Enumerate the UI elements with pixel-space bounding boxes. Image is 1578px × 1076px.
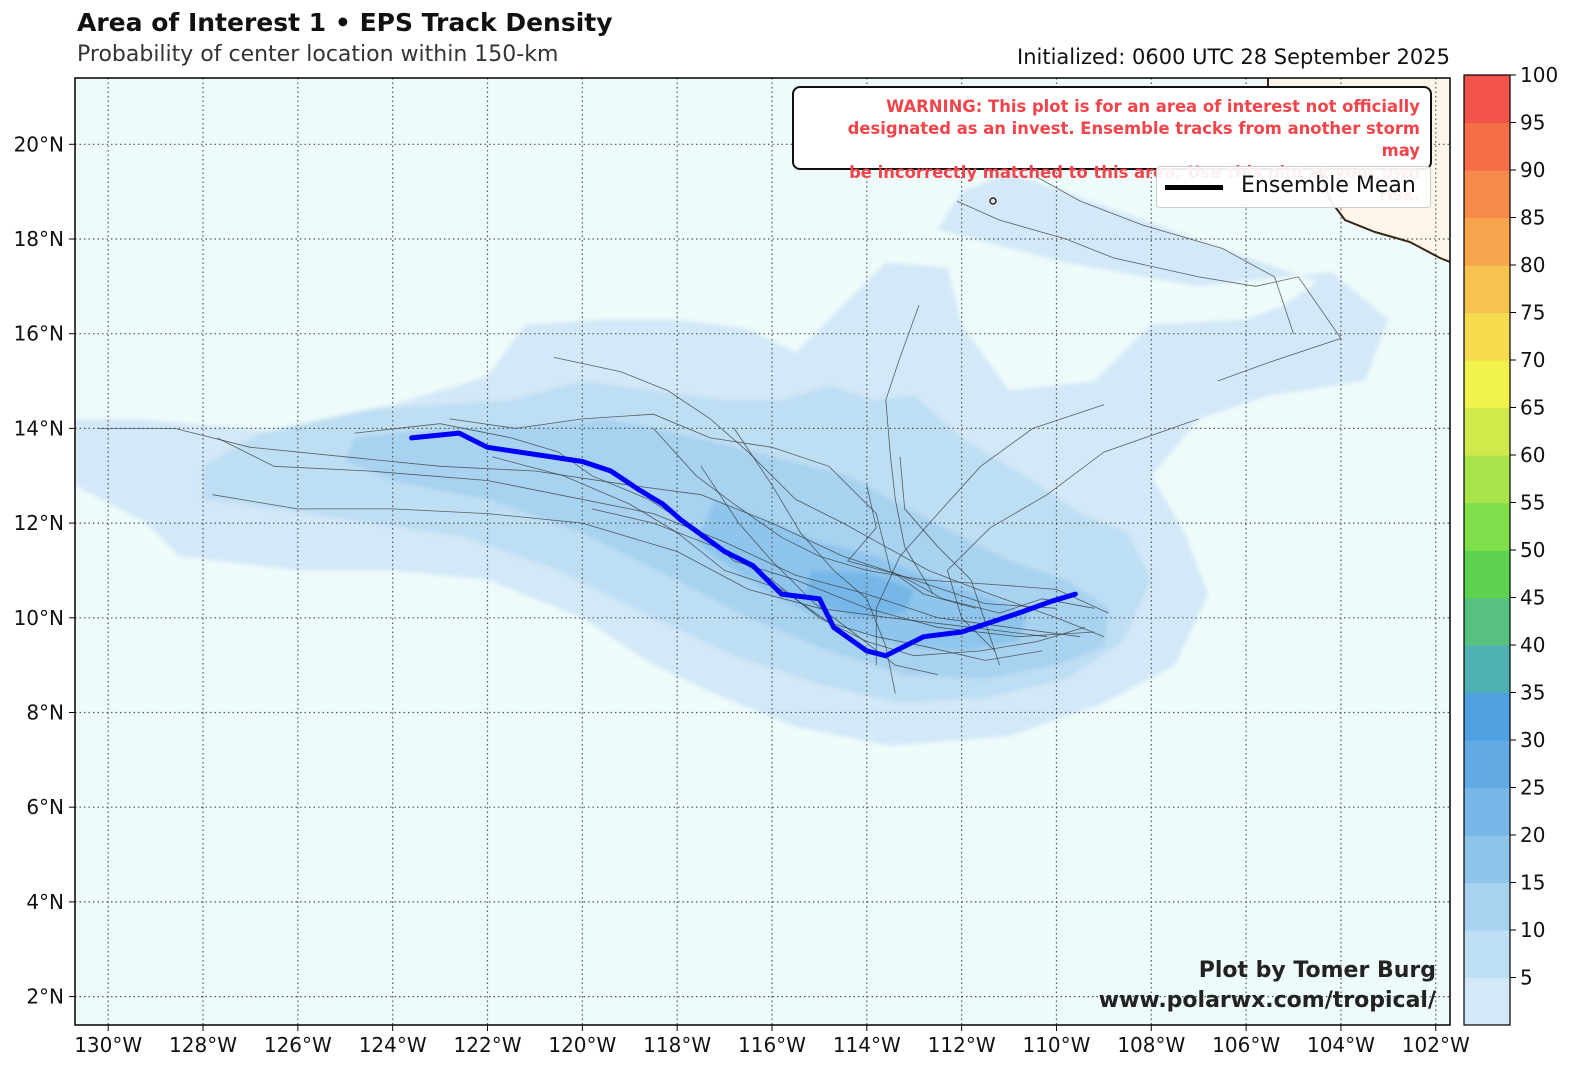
colorbar-segment xyxy=(1464,977,1510,1026)
colorbar-segment xyxy=(1464,930,1510,979)
colorbar-segment xyxy=(1464,787,1510,836)
colorbar-segment xyxy=(1464,75,1510,124)
lat-tick-label: 10°N xyxy=(14,606,64,630)
lat-tick-labels: 2°N 4°N 6°N 8°N 10°N 12°N 14°N 16°N 18°N 20°N xyxy=(14,132,75,1009)
member-track-14 xyxy=(956,200,1342,382)
colorbar-segment xyxy=(1464,740,1510,789)
lat-tick-label: 2°N xyxy=(26,985,64,1009)
lon-tick-label: 130°W xyxy=(74,1033,142,1057)
colorbar-tick-label: 75 xyxy=(1520,301,1545,325)
colorbar-tick-label: 30 xyxy=(1520,728,1545,752)
lon-tick-label: 110°W xyxy=(1022,1033,1090,1057)
lon-tick-label: 120°W xyxy=(548,1033,616,1057)
lon-tick-label: 126°W xyxy=(264,1033,332,1057)
lon-tick-label: 116°W xyxy=(738,1033,806,1057)
colorbar-segment xyxy=(1464,170,1510,219)
colorbar-segment xyxy=(1464,502,1510,551)
warning-box: WARNING: This plot is for an area of int… xyxy=(792,86,1432,204)
lon-tick-label: 112°W xyxy=(928,1033,996,1057)
colorbar-tick-label: 40 xyxy=(1520,633,1545,657)
warning-line-1: WARNING: This plot is for an area of int… xyxy=(886,97,1420,116)
member-track-6 xyxy=(492,456,1043,661)
colorbar-segment xyxy=(1464,217,1510,266)
chart-subtitle: Probability of center location within 15… xyxy=(77,42,559,67)
island-clarion xyxy=(989,197,997,205)
colorbar-segment xyxy=(1464,645,1510,694)
colorbar-tick-label: 70 xyxy=(1520,348,1545,372)
colorbar-tick-label: 65 xyxy=(1520,396,1545,420)
colorbar-segment xyxy=(1464,407,1510,456)
colorbar-segment xyxy=(1464,312,1510,361)
colorbar-segment xyxy=(1464,882,1510,931)
colorbar-segment xyxy=(1464,835,1510,884)
lon-tick-label: 122°W xyxy=(454,1033,522,1057)
lat-tick-label: 20°N xyxy=(14,132,64,156)
member-track-15 xyxy=(875,404,1105,666)
member-track-12 xyxy=(885,305,934,595)
chart-title: Area of Interest 1 • EPS Track Density xyxy=(77,8,613,37)
colorbar-segment xyxy=(1464,455,1510,504)
density-level-25 xyxy=(805,570,915,618)
lat-tick-label: 4°N xyxy=(26,890,64,914)
lon-tick-label: 108°W xyxy=(1117,1033,1185,1057)
lon-tick-label: 106°W xyxy=(1212,1033,1280,1057)
gridlines xyxy=(75,78,1450,1025)
colorbar-tick-label: 10 xyxy=(1520,918,1545,942)
colorbar-tick-label: 45 xyxy=(1520,586,1545,610)
colorbar-tick-label: 90 xyxy=(1520,158,1545,182)
lat-tick-label: 18°N xyxy=(14,227,64,251)
colorbar-segment xyxy=(1464,360,1510,409)
member-track-13 xyxy=(1037,177,1294,334)
lat-tick-label: 14°N xyxy=(14,416,64,440)
member-track-10 xyxy=(847,485,1095,614)
credit-author: Plot by Tomer Burg xyxy=(1198,958,1436,983)
colorbar-tick-label: 5 xyxy=(1520,966,1533,990)
lon-tick-label: 104°W xyxy=(1307,1033,1375,1057)
lon-tick-label: 118°W xyxy=(643,1033,711,1057)
lat-tick-label: 8°N xyxy=(26,700,64,724)
colorbar-segment xyxy=(1464,597,1510,646)
colorbar-tick-label: 55 xyxy=(1520,491,1545,515)
member-track-17 xyxy=(653,428,1109,614)
plot-frame xyxy=(74,77,1451,1026)
lon-tick-label: 124°W xyxy=(359,1033,427,1057)
legend-line-swatch xyxy=(1165,185,1223,190)
colorbar-tick-label: 60 xyxy=(1520,443,1545,467)
colorbar-tick-label: 15 xyxy=(1520,871,1545,895)
colorbar-segment xyxy=(1464,692,1510,741)
lon-tick-label: 114°W xyxy=(833,1033,901,1057)
colorbar-tick-label: 50 xyxy=(1520,538,1545,562)
initialized-time: Initialized: 0600 UTC 28 September 2025 xyxy=(1017,45,1450,69)
credit-url: www.polarwx.com/tropical/ xyxy=(1098,988,1436,1013)
colorbar-tick-label: 95 xyxy=(1520,111,1545,135)
colorbar-tick-label: 100 xyxy=(1520,63,1558,87)
colorbar-tick-label: 25 xyxy=(1520,776,1545,800)
member-track-7 xyxy=(553,357,1105,638)
lat-tick-label: 16°N xyxy=(14,322,64,346)
colorbar-tick-label: 20 xyxy=(1520,823,1545,847)
member-track-18 xyxy=(591,508,1086,657)
lat-tick-label: 6°N xyxy=(26,795,64,819)
colorbar-tick-label: 35 xyxy=(1520,681,1545,705)
colorbar-segment xyxy=(1464,122,1510,171)
ensemble-mean-track xyxy=(409,430,1078,659)
lon-tick-label: 128°W xyxy=(169,1033,237,1057)
lon-tick-labels: 130°W 128°W 126°W 124°W 122°W 120°W 118°W 116°W… xyxy=(74,1025,1470,1057)
warning-line-2: designated as an invest. Ensemble tracks… xyxy=(847,119,1420,160)
colorbar: 5 10 15 20 25 30 35 40 45 50 55 60 65 70 75 80 85 90 95 100 xyxy=(1463,63,1558,1026)
legend-label: Ensemble Mean xyxy=(1241,173,1416,198)
colorbar-tick-label: 80 xyxy=(1520,253,1545,277)
colorbar-segment xyxy=(1464,550,1510,599)
member-track-9 xyxy=(700,466,938,675)
member-track-8 xyxy=(733,428,896,694)
lon-tick-label: 102°W xyxy=(1402,1033,1470,1057)
colorbar-segment xyxy=(1464,265,1510,314)
lat-tick-label: 12°N xyxy=(14,511,64,535)
legend: Ensemble Mean xyxy=(1156,166,1431,208)
colorbar-tick-label: 85 xyxy=(1520,206,1545,230)
